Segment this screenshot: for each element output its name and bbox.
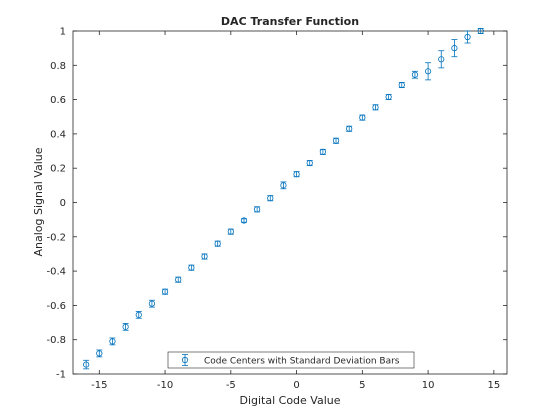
data-point — [161, 288, 169, 295]
data-point — [398, 81, 405, 89]
data-point — [122, 323, 129, 330]
data-point — [201, 253, 208, 260]
data-point — [227, 228, 234, 235]
data-point — [280, 182, 287, 189]
legend-circle-marker — [181, 356, 189, 364]
x-tick-label: -15 — [91, 380, 107, 391]
data-point — [477, 27, 484, 35]
data-point — [359, 114, 366, 121]
chart-title: DAC Transfer Function — [221, 15, 359, 28]
y-tick-label: 0.8 — [50, 61, 66, 72]
data-point — [109, 338, 116, 345]
data-point — [372, 104, 379, 111]
data-point — [267, 195, 274, 202]
data-point — [451, 45, 458, 52]
x-tick-label: 10 — [422, 380, 435, 391]
y-tick-label: -0.6 — [46, 301, 66, 312]
y-tick-label: 0.6 — [50, 95, 66, 106]
y-tick-label: 0.2 — [50, 164, 66, 175]
legend-marker-icon — [181, 354, 189, 366]
y-tick-label: -0.8 — [46, 335, 66, 346]
x-tick-label: 15 — [487, 380, 500, 391]
x-tick-label: 0 — [293, 380, 299, 391]
y-axis-label: Analog Signal Value — [32, 147, 45, 256]
data-point — [332, 137, 340, 144]
x-axis-label: Digital Code Value — [239, 394, 340, 407]
y-tick-label: -0.2 — [46, 232, 66, 243]
legend-box — [167, 351, 415, 369]
y-tick-label: -1 — [56, 370, 66, 381]
data-point — [240, 217, 248, 224]
data-point — [293, 171, 300, 178]
y-tick-label: 0 — [60, 198, 66, 209]
data-point — [175, 276, 182, 283]
data-point — [254, 206, 261, 213]
data-point — [306, 159, 313, 167]
y-tick-label: 0.4 — [50, 129, 66, 140]
legend-label: Code Centers with Standard Deviation Bar… — [204, 357, 400, 367]
x-tick-label: -5 — [226, 380, 236, 391]
data-point — [385, 93, 392, 101]
data-point — [135, 311, 142, 318]
data-point — [214, 240, 221, 247]
legend: Code Centers with Standard Deviation Bar… — [167, 351, 415, 369]
data-point — [346, 125, 353, 132]
x-tick-label: -10 — [157, 380, 173, 391]
data-point — [464, 33, 471, 41]
data-point — [319, 148, 326, 156]
y-tick-label: 1 — [60, 27, 66, 38]
plot-area — [72, 30, 508, 375]
data-point — [438, 56, 445, 63]
data-series — [83, 27, 484, 370]
x-tick-label: 5 — [359, 380, 365, 391]
data-point — [411, 71, 419, 78]
data-point — [424, 68, 432, 75]
data-point — [188, 264, 195, 271]
data-point — [148, 300, 156, 307]
axis-ticks: -15 -10 -5 0 5 10 15 -1 -0.8 -0.6 -0.4 -0.2 0 0.2 0.4 0… — [46, 27, 507, 391]
data-point — [96, 350, 103, 357]
data-point — [83, 361, 90, 368]
y-tick-label: -0.4 — [46, 267, 66, 278]
